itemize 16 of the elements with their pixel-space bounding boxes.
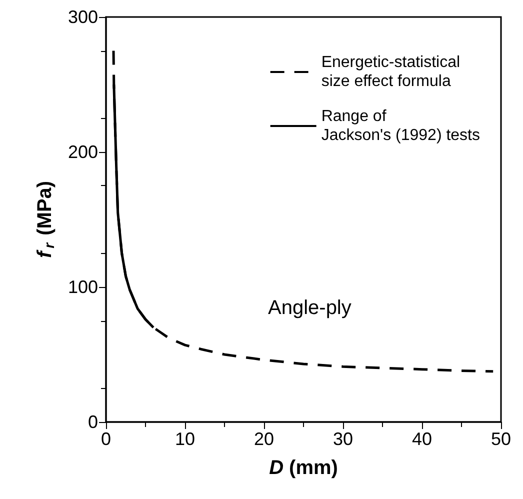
x-tick-label: 40 [412,429,432,449]
x-tick-label: 30 [332,429,354,449]
legend-label: Range of Jackson's (1992) tests [321,108,480,144]
y-axis-title: fr (MPa) [34,180,57,258]
y-tick-label: 300 [68,7,98,27]
y-tick-label: 100 [68,277,98,297]
x-tick-label: 20 [254,429,274,449]
x-tick-label: 10 [174,429,196,449]
x-axis-title: D (mm) [269,457,338,479]
x-tick-label: 0 [100,429,112,449]
legend-label: Energetic-statistical size effect formula [321,54,460,90]
line-series [112,50,494,373]
y-tick-label: 200 [68,142,98,162]
annotation: Angle-ply [268,297,352,319]
y-tick-label: 0 [88,412,98,432]
x-tick-label: 50 [490,429,512,449]
